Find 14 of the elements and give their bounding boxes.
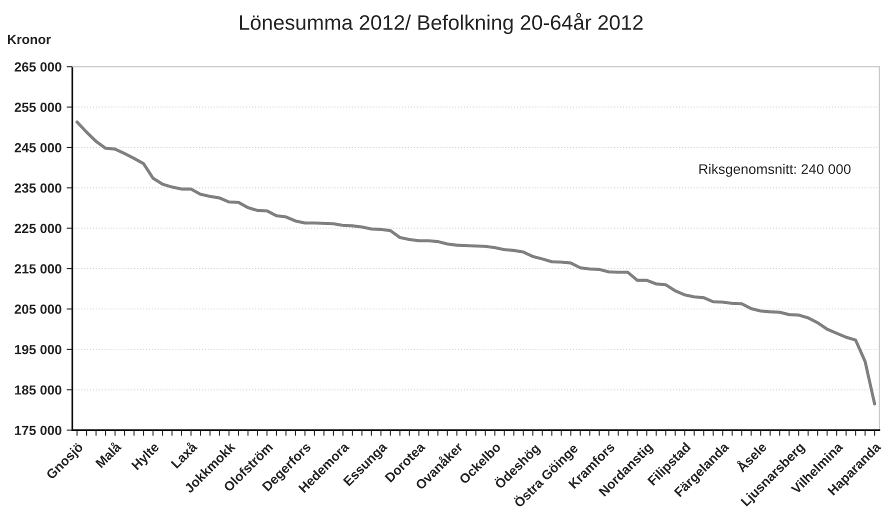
- y-tick-label: 255 000: [14, 102, 62, 112]
- y-tick-label: 265 000: [14, 62, 62, 72]
- y-tick-label: 195 000: [15, 344, 62, 354]
- y-tick-label: 245 000: [14, 143, 62, 152]
- y-tick-label: 215 000: [14, 264, 62, 274]
- y-axis-title: Kronor: [8, 34, 51, 44]
- chart-title: Lönesumma 2012/ Befolkning 20-64år 2012: [240, 12, 643, 34]
- y-tick-label: 235 000: [14, 183, 62, 193]
- line-series: [76, 120, 876, 406]
- annotation: Riksgenomsnitt: 240 000: [699, 164, 851, 177]
- y-tick-label: 185 000: [15, 385, 62, 395]
- y-tick-label: 225 000: [14, 224, 62, 234]
- y-tick-label: 205 000: [14, 304, 62, 314]
- y-tick-label: 175 000: [15, 426, 62, 436]
